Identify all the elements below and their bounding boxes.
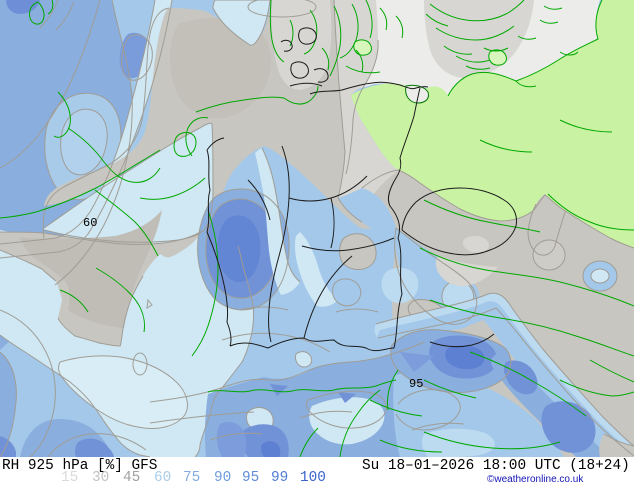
svg-text:60: 60 [83, 216, 97, 230]
svg-text:95: 95 [409, 377, 423, 391]
